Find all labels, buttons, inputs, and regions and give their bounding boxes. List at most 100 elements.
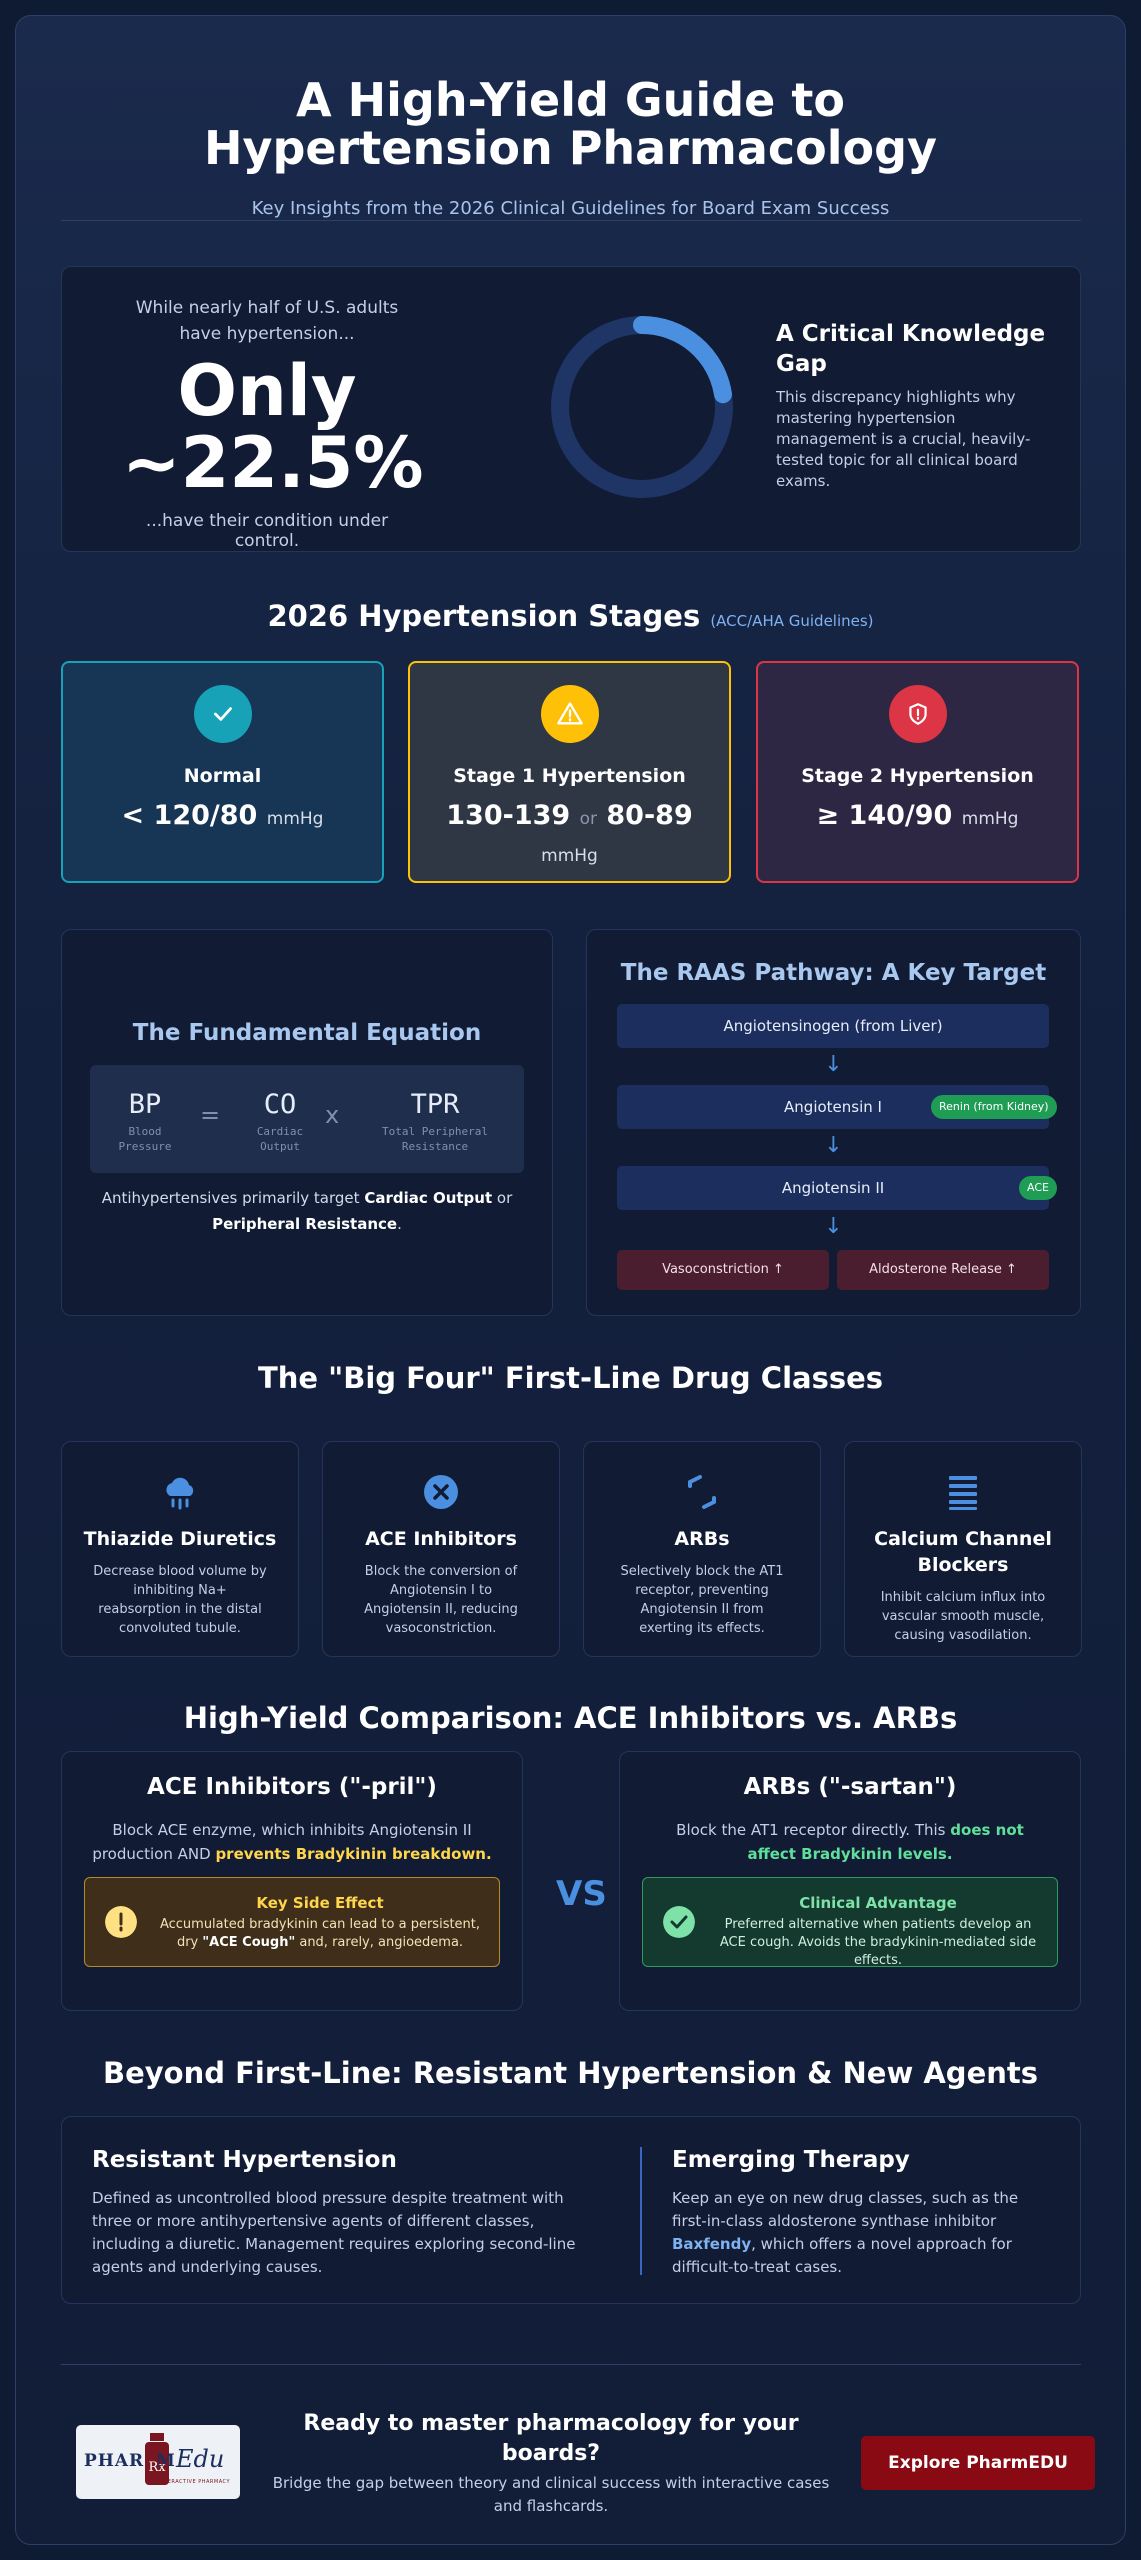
drug-name: ACE Inhibitors: [365, 1528, 517, 1550]
stat-card: While nearly half of U.S. adults have hy…: [61, 266, 1081, 552]
raas-step-angiotensin-2: Angiotensin II: [617, 1166, 1049, 1210]
drug-desc: Block the conversion of Angiotensin I to…: [364, 1564, 518, 1636]
down-arrow-icon: ↓: [824, 1133, 843, 1158]
x-circle-icon: [424, 1475, 458, 1509]
down-arrow-icon: ↓: [824, 1214, 843, 1239]
check-circle-icon: [663, 1906, 695, 1938]
stages-source: (ACC/AHA Guidelines): [710, 612, 874, 630]
divider: [61, 2364, 1081, 2365]
resistant-title: Resistant Hypertension: [92, 2147, 397, 2173]
ace-side-effect-box: Key Side Effect Accumulated bradykinin c…: [84, 1877, 500, 1967]
stage-1: Stage 1 Hypertension 130-139 or 80-89 mm…: [408, 661, 731, 883]
ace-text: Block ACE enzyme, which inhibits Angiote…: [92, 1821, 492, 1863]
control-rate-donut: [551, 316, 733, 498]
drug-card-arb: ARBs Selectively block the AT1 receptor,…: [583, 1441, 821, 1657]
drug-name: Calcium Channel Blockers: [874, 1528, 1052, 1576]
arb-title: ARBs ("-sartan"): [743, 1774, 957, 1800]
co-term: CO Cardiac Output: [256, 1089, 304, 1153]
tpr-term: TPR Total Peripheral Resistance: [382, 1089, 488, 1153]
cta-title: Ready to master pharmacology for your bo…: [303, 2411, 799, 2466]
stage-value: < 120/80 mmHg: [121, 800, 324, 831]
bp-term: BP Blood Pressure: [118, 1089, 172, 1153]
resistant-text: Defined as uncontrolled blood pressure d…: [92, 2189, 576, 2276]
warning-icon: [540, 685, 599, 743]
equation-note: Antihypertensives primarily target Cardi…: [101, 1189, 513, 1233]
page-title: A High-Yield Guide to Hypertension Pharm…: [203, 73, 938, 175]
page-subtitle: Key Insights from the 2026 Clinical Guid…: [251, 198, 890, 219]
drugs-title: The "Big Four" First-Line Drug Classes: [257, 1361, 884, 1395]
arb-card: ARBs ("-sartan") Block the AT1 receptor …: [619, 1751, 1081, 2011]
comparison-title: High-Yield Comparison: ACE Inhibitors vs…: [183, 1701, 958, 1735]
block-arrows-icon: [688, 1475, 716, 1509]
rain-cloud-icon: [166, 1477, 194, 1510]
equation-title: The Fundamental Equation: [132, 1020, 482, 1046]
emerging-title: Emerging Therapy: [672, 2147, 910, 2173]
infographic-frame: A High-Yield Guide to Hypertension Pharm…: [15, 15, 1126, 2545]
drug-card-ccb: Calcium Channel Blockers Inhibit calcium…: [844, 1441, 1082, 1657]
stage-name: Stage 1 Hypertension: [453, 765, 686, 787]
logo-text-edu: Edu: [176, 2445, 225, 2473]
stat-only: Only: [177, 350, 357, 432]
divider: [61, 220, 1081, 221]
logo-tagline: INTERACTIVE PHARMACY: [158, 2479, 230, 2485]
drug-desc: Inhibit calcium influx into vascular smo…: [880, 1590, 1046, 1643]
equation-box: BP Blood Pressure = CO Cardiac Output x …: [90, 1065, 524, 1173]
stages-title-text: 2026 Hypertension Stages: [267, 599, 701, 633]
stage-name: Stage 2 Hypertension: [801, 765, 1034, 787]
arb-advantage-box: Clinical Advantage Preferred alternative…: [642, 1877, 1058, 1968]
ace-note-title: Key Side Effect: [256, 1894, 384, 1912]
stage-value: 130-139 or 80-89 mmHg: [446, 800, 693, 866]
raas-title: The RAAS Pathway: A Key Target: [620, 960, 1047, 986]
multiply-sign: x: [325, 1101, 340, 1129]
equals-sign: =: [200, 1101, 221, 1129]
explore-pharmedu-button[interactable]: Explore PharmEDU: [861, 2436, 1095, 2490]
rx-bottle-icon: Rx: [145, 2433, 169, 2485]
gap-text: This discrepancy highlights why masterin…: [776, 388, 1031, 490]
stat-block: While nearly half of U.S. adults have hy…: [122, 295, 424, 551]
check-icon: [193, 685, 252, 743]
exclamation-icon: [105, 1906, 137, 1938]
shield-alert-icon: [888, 685, 947, 743]
drug-name: Thiazide Diuretics: [83, 1528, 277, 1550]
stage-2: Stage 2 Hypertension ≥ 140/90 mmHg: [756, 661, 1079, 883]
bars-icon: [949, 1476, 977, 1510]
ace-title: ACE Inhibitors ("-pril"): [147, 1774, 437, 1800]
stage-value: ≥ 140/90 mmHg: [816, 800, 1019, 831]
stat-pre: While nearly half of U.S. adults have hy…: [135, 298, 399, 344]
emerging-text: Keep an eye on new drug classes, such as…: [672, 2189, 1019, 2276]
drug-card-ace: ACE Inhibitors Block the conversion of A…: [322, 1441, 560, 1657]
drug-name: ARBs: [674, 1528, 730, 1550]
raas-aldosterone: Aldosterone Release ↑: [837, 1250, 1049, 1290]
logo-text-phar: PHAR: [84, 2451, 145, 2471]
renin-badge: Renin (from Kidney): [931, 1095, 1057, 1119]
drug-desc: Selectively block the AT1 receptor, prev…: [620, 1564, 784, 1636]
vs-label: VS: [556, 1874, 607, 1914]
down-arrow-icon: ↓: [824, 1052, 843, 1077]
cta-text: Bridge the gap between theory and clinic…: [272, 2474, 830, 2515]
beyond-title: Beyond First-Line: Resistant Hypertensio…: [102, 2056, 1039, 2090]
ace-card: ACE Inhibitors ("-pril") Block ACE enzym…: [61, 1751, 523, 2011]
stages-title: 2026 Hypertension Stages (ACC/AHA Guidel…: [16, 599, 1125, 633]
logo-text-m: M: [156, 2451, 175, 2471]
beyond-divider: [640, 2147, 642, 2275]
drug-desc: Decrease blood volume by inhibiting Na+ …: [93, 1564, 267, 1636]
stat-percent: ~22.5%: [122, 422, 424, 504]
header: A High-Yield Guide to Hypertension Pharm…: [16, 56, 1125, 219]
stat-post: ...have their condition under control.: [145, 511, 389, 551]
pharmedu-logo[interactable]: Rx PHAR M Edu INTERACTIVE PHARMACY: [76, 2425, 240, 2499]
ace-badge: ACE: [1019, 1176, 1057, 1200]
stage-name: Normal: [183, 765, 262, 787]
svg-text:Rx: Rx: [148, 2460, 166, 2475]
beyond-card: Resistant Hypertension Defined as uncont…: [61, 2116, 1081, 2304]
arb-text: Block the AT1 receptor directly. This do…: [676, 1821, 1024, 1863]
donut-fill: [551, 316, 733, 498]
stage-normal: Normal < 120/80 mmHg: [61, 661, 384, 883]
drug-card-thiazide: Thiazide Diuretics Decrease blood volume…: [61, 1441, 299, 1657]
ace-note-text: Accumulated bradykinin can lead to a per…: [159, 1917, 481, 1950]
raas-step-angiotensinogen: Angiotensinogen (from Liver): [617, 1004, 1049, 1048]
arb-note-title: Clinical Advantage: [799, 1894, 957, 1912]
raas-card: The RAAS Pathway: A Key Target Angiotens…: [586, 929, 1081, 1316]
raas-vasoconstriction: Vasoconstriction ↑: [617, 1250, 829, 1290]
equation-card: The Fundamental Equation BP Blood Pressu…: [61, 929, 553, 1316]
arb-note-text: Preferred alternative when patients deve…: [719, 1917, 1037, 1968]
